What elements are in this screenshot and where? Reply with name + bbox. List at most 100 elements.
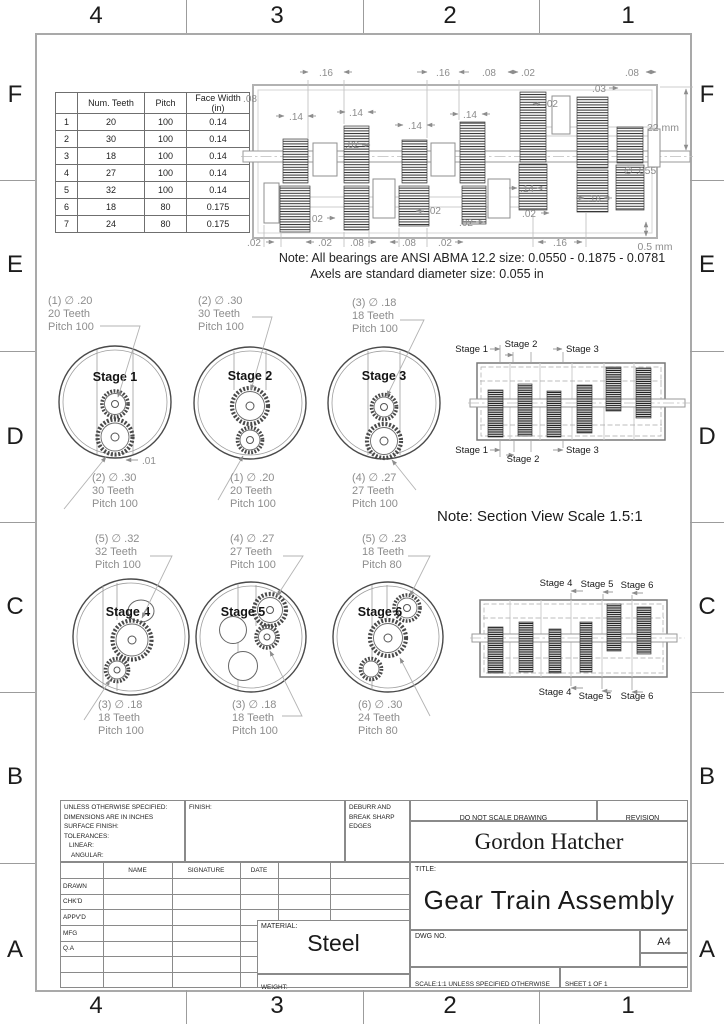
svg-text:Stage 4: Stage 4	[540, 578, 573, 589]
grid-row-chkd: CHK'D	[63, 898, 83, 905]
svg-text:0.5 mm: 0.5 mm	[637, 241, 672, 253]
tolerance-note: UNLESS OTHERWISE SPECIFIED: DIMENSIONS A…	[60, 800, 185, 862]
stage-4-view: Stage 4 (5) ∅ .32 32 Teeth Pitch 100 (3)…	[72, 533, 190, 737]
drawing-title: Gear Train Assembly	[423, 885, 675, 915]
zone-label: C	[6, 593, 24, 620]
svg-text:.14: .14	[520, 184, 534, 195]
svg-text:(4) ∅ .27: (4) ∅ .27	[352, 472, 396, 484]
svg-text:Pitch 100: Pitch 100	[92, 498, 138, 510]
svg-text:Pitch 100: Pitch 100	[98, 725, 144, 737]
grid-row-appvd: APPV'D	[63, 914, 86, 921]
table-row: 7 24 80 0.175	[55, 215, 250, 233]
table-row: 6 18 80 0.175	[55, 198, 250, 216]
svg-text:(3) ∅ .18: (3) ∅ .18	[232, 699, 276, 711]
svg-text:20 Teeth: 20 Teeth	[48, 308, 90, 320]
dimension-lines	[263, 69, 693, 247]
svg-text:Pitch 100: Pitch 100	[232, 725, 278, 737]
svg-text:24 Teeth: 24 Teeth	[358, 712, 400, 724]
svg-text:Stage 3: Stage 3	[566, 445, 599, 456]
svg-text:Pitch 80: Pitch 80	[358, 725, 398, 737]
svg-text:32 Teeth: 32 Teeth	[95, 546, 137, 558]
svg-text:Pitch 100: Pitch 100	[95, 559, 141, 571]
weight-field: WEIGHT:	[257, 974, 410, 991]
svg-text:Pitch 100: Pitch 100	[230, 559, 276, 571]
svg-text:Stage 3: Stage 3	[566, 344, 599, 355]
svg-text:Stage 5: Stage 5	[579, 691, 612, 702]
axel-note: Axels are standard diameter size: 0.055 …	[310, 267, 544, 281]
table-cell: 0.14	[186, 130, 250, 148]
svg-text:.16: .16	[436, 68, 450, 79]
svg-text:.02: .02	[521, 68, 535, 79]
title-block: UNLESS OTHERWISE SPECIFIED: DIMENSIONS A…	[60, 800, 688, 991]
table-cell: 100	[144, 130, 187, 148]
stage-name: Stage 4	[106, 605, 151, 619]
grid-header-signature: SIGNATURE	[187, 867, 225, 874]
table-cell: 24	[77, 215, 145, 233]
zone-label: 4	[89, 992, 103, 1019]
material-value: Steel	[307, 930, 360, 956]
table-cell: 30	[77, 130, 145, 148]
material-field: MATERIAL: Steel	[257, 920, 410, 974]
table-cell: 6	[55, 198, 78, 216]
svg-text:Stage 4: Stage 4	[539, 687, 572, 698]
table-cell: 27	[77, 164, 145, 182]
finish-field: FINISH:	[185, 800, 345, 862]
paper-size-sub-box	[640, 953, 688, 967]
svg-text:.02: .02	[544, 99, 558, 110]
svg-text:30 Teeth: 30 Teeth	[198, 308, 240, 320]
table-cell: 2	[55, 130, 78, 148]
svg-text:Pitch 100: Pitch 100	[230, 498, 276, 510]
zone-label: 1	[621, 992, 635, 1019]
svg-text:(6) ∅ .30: (6) ∅ .30	[358, 699, 402, 711]
svg-text:27 Teeth: 27 Teeth	[230, 546, 272, 558]
table-cell: 80	[144, 215, 187, 233]
table-cell: 0.175	[186, 198, 250, 216]
svg-text:.08: .08	[350, 238, 364, 249]
stage-1-view: Stage 1 (1) ∅ .20 20 Teeth Pitch 100 (2)…	[48, 295, 172, 510]
svg-text:Pitch 100: Pitch 100	[352, 323, 398, 335]
svg-text:.01: .01	[142, 456, 156, 467]
sheet-note: SHEET 1 OF 1	[560, 967, 688, 988]
svg-text:Pitch 80: Pitch 80	[362, 559, 402, 571]
svg-text:.16: .16	[319, 68, 333, 79]
grid-header-date: DATE	[250, 867, 268, 874]
svg-text:Pitch 100: Pitch 100	[48, 321, 94, 333]
stage-5-view: Stage 5 (4) ∅ .27 27 Teeth Pitch 100 (3)…	[195, 533, 307, 737]
table-cell: 32	[77, 181, 145, 199]
section-view-stages-1-3: Stage 1 Stage 2 Stage 3 Stage 1 Stage 2 …	[455, 339, 690, 465]
paper-size: A4	[640, 930, 688, 953]
svg-text:.08: .08	[482, 68, 496, 79]
svg-text:.08: .08	[402, 238, 416, 249]
gear-train-side-section-view: .16 .16 .08 .02 .08 .08 .14 .14 .14 .14 …	[241, 68, 693, 253]
table-cell: 80	[144, 198, 187, 216]
svg-text:Pitch 100: Pitch 100	[198, 321, 244, 333]
svg-text:(3) ∅ .18: (3) ∅ .18	[352, 297, 396, 309]
svg-text:Stage 5: Stage 5	[581, 579, 614, 590]
stage-name: Stage 5	[221, 605, 266, 619]
gear-table: Num. Teeth Pitch Face Width (in) 1 20 100 0.…	[55, 92, 250, 233]
svg-text:Stage 1: Stage 1	[455, 344, 488, 355]
stage-3-view: Stage 3 (3) ∅ .18 18 Teeth Pitch 100 (4)…	[327, 297, 441, 510]
zone-label: E	[6, 251, 24, 278]
svg-text:.14: .14	[463, 110, 477, 121]
svg-text:.02: .02	[345, 140, 359, 151]
table-cell: 7	[55, 215, 78, 233]
revision-field: REVISION	[597, 800, 688, 822]
zone-label: 1	[621, 2, 635, 29]
table-row: 1 20 100 0.14	[55, 113, 250, 131]
svg-text:.14: .14	[289, 112, 303, 123]
table-header-row: Num. Teeth Pitch Face Width (in)	[55, 92, 250, 114]
col-header-num-teeth: Num. Teeth	[77, 92, 145, 114]
svg-text:.03: .03	[592, 84, 606, 95]
zone-label: D	[698, 423, 716, 450]
grid-row-drawn: DRAWN	[63, 883, 87, 890]
svg-text:(4) ∅ .27: (4) ∅ .27	[230, 533, 274, 545]
table-cell: 5	[55, 181, 78, 199]
table-cell: 0.14	[186, 113, 250, 131]
deburr-note: DEBURR AND BREAK SHARP EDGES	[345, 800, 410, 862]
table-cell: 0.175	[186, 215, 250, 233]
svg-text:18 Teeth: 18 Teeth	[232, 712, 274, 724]
svg-text:(1) ∅ .20: (1) ∅ .20	[48, 295, 92, 307]
zone-label: C	[698, 593, 716, 620]
